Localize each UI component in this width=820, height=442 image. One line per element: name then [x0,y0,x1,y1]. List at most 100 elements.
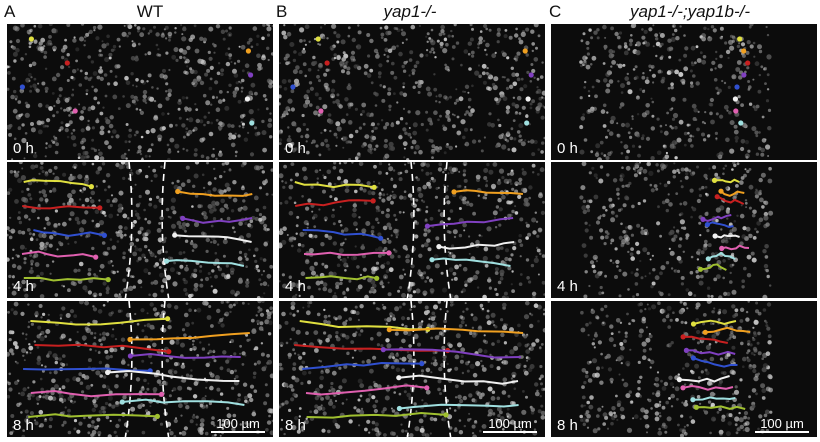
midline-boundary-1 [443,301,452,437]
labeled-cell [733,108,739,114]
scale-bar: 100 µm [483,416,537,434]
cell-track [389,327,524,334]
cell-track-end [705,256,711,262]
panel-yap1-yap1b-8h: 8 h 100 µm [551,301,817,437]
cell-track [130,352,241,359]
cell-track [716,195,745,205]
labeled-cell [290,84,296,90]
cell-track-end [700,216,706,222]
cell-track-end [119,399,125,405]
cell-track [714,234,740,239]
cell-track-end [127,336,133,343]
scale-bar: 100 µm [211,416,265,434]
time-label: 0 h [557,140,578,157]
cell-track-end [127,353,133,359]
midline-boundary-0 [124,301,133,437]
column-letter-a: A [4,2,16,21]
column-letter-c: C [549,2,562,21]
cell-track [679,375,730,383]
cell-track [696,405,746,410]
cell-track-end [371,184,377,190]
cell-track [431,257,511,267]
cell-track [294,181,375,189]
panel-yap1-4h: 4 h [279,162,545,298]
cell-track-end [702,329,708,335]
labeled-cell [734,84,740,90]
cell-track [306,411,447,419]
cell-track [302,361,422,370]
cell-track [683,335,728,344]
column-letter-b: B [276,2,288,21]
midline-boundary-1 [161,162,170,298]
cell-track [22,205,100,210]
cell-track [33,229,105,237]
cell-track [714,178,740,184]
panel-wt-8h: 8 h 100 µm [7,301,273,437]
cell-track [299,320,428,331]
labeled-cell [315,36,321,42]
column-title-yap1: yap1-/- [383,2,437,21]
cell-track-end [396,375,402,381]
time-label: 4 h [285,278,306,295]
scale-bar-line [755,431,809,433]
nuclei-image [7,162,273,298]
cell-track-end [704,222,710,228]
time-label: 4 h [557,278,578,295]
cell-track [705,326,751,334]
midline-boundary-0 [406,301,415,437]
labeled-cell [525,96,531,102]
labeled-cell [244,96,250,102]
cell-track-end [105,277,111,283]
cell-track [295,199,374,207]
labeled-cell [28,36,34,42]
cell-track [693,357,738,368]
cell-track [122,398,245,406]
nuclei-image [579,301,773,437]
cell-track [34,343,169,353]
cell-track-end [683,347,689,353]
labeled-cell [741,48,747,54]
cell-track-end [154,413,160,419]
time-label: 0 h [13,140,34,157]
cell-track [706,221,734,229]
cell-track [107,369,240,382]
cell-track-end [172,232,178,238]
cell-track [720,190,745,197]
time-label: 8 h [557,417,578,434]
cell-track [305,275,377,281]
cell-track-end [424,385,430,391]
cell-track-end [386,327,392,333]
cell-track-end [436,244,442,250]
labeled-cell [738,120,744,126]
midline-boundary-0 [406,162,415,298]
cell-track [682,384,734,391]
labeled-cell [245,48,251,54]
panel-wt-4h: 4 h [7,162,273,298]
labeled-cell [522,48,528,54]
labeled-cell [248,72,254,78]
cell-track-end [697,266,704,272]
cell-track-end [714,194,720,200]
cell-track-end [680,334,686,340]
cell-track [182,217,253,224]
panel-wt-0h: 0 h [7,24,273,160]
labeled-cell [732,96,738,102]
cell-track [399,403,519,410]
panel-yap1-yap1b-0h: 0 h [551,24,817,160]
cell-track [302,229,381,240]
cell-track-end [443,412,449,418]
cell-track [30,317,168,326]
cell-track-end [718,188,724,194]
midline-boundary-1 [161,301,170,437]
cell-track [693,319,737,326]
cell-track-end [424,223,430,229]
cell-track-end [451,189,457,195]
nuclei-image [579,24,772,160]
cell-track-end [175,188,181,195]
midline-boundary-0 [124,162,133,298]
scale-bar-line [211,431,265,433]
cell-track-end [386,250,392,256]
labeled-cell [528,72,534,78]
labeled-cell [19,84,25,90]
cell-track-end [690,321,697,327]
